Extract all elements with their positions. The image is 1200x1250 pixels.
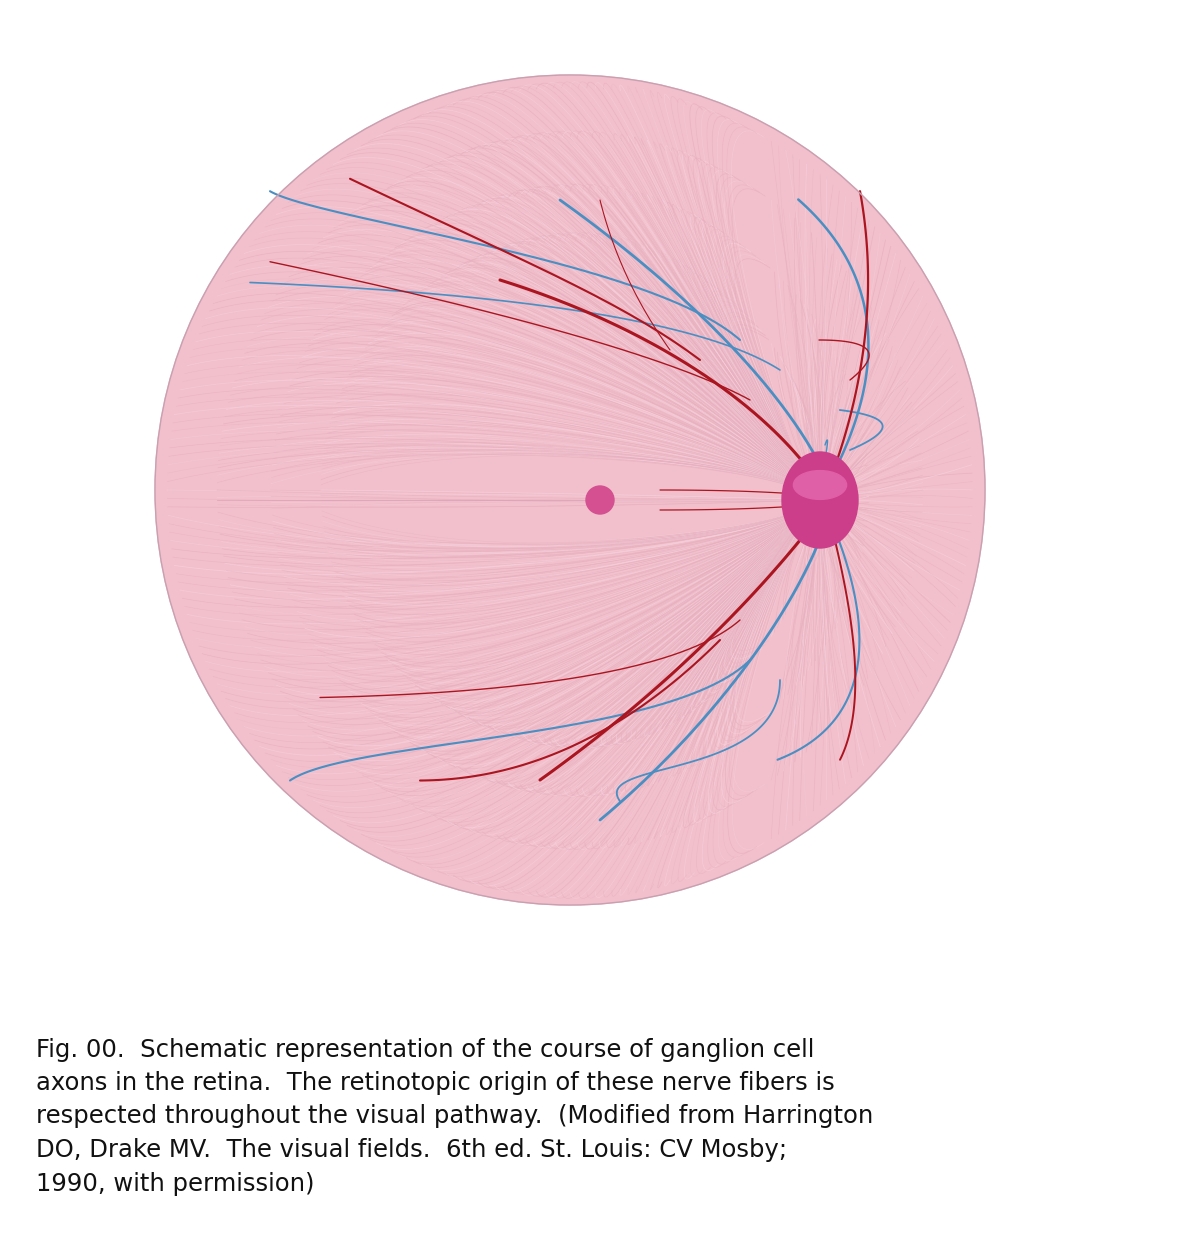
Text: Fig. 00.  Schematic representation of the course of ganglion cell
axons in the r: Fig. 00. Schematic representation of the…	[36, 1038, 874, 1195]
Ellipse shape	[793, 470, 847, 500]
Ellipse shape	[782, 452, 858, 548]
Circle shape	[586, 486, 614, 514]
Circle shape	[155, 75, 985, 905]
